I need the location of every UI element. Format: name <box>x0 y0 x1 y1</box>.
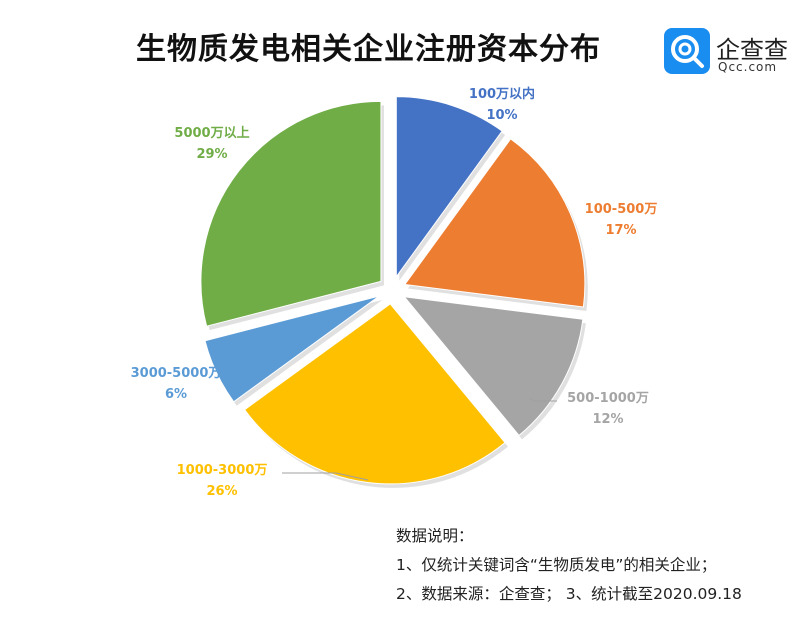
slice-label-2: 500-1000万 <box>567 391 649 406</box>
slice-value-label-3: 26% <box>206 484 237 499</box>
pie-slice-0 <box>395 96 503 279</box>
leader-line-3 <box>282 472 369 481</box>
qcc-logo: 企查查 Qcc.com <box>664 28 794 76</box>
slice-value-label-2: 12% <box>592 412 623 427</box>
slice-label-0: 100万以内 <box>469 86 535 102</box>
qcc-logo-icon <box>664 28 710 74</box>
slice-label-5: 5000万以上 <box>174 126 249 141</box>
slice-value-label-0: 10% <box>486 108 517 123</box>
slice-value-label-5: 29% <box>196 147 227 162</box>
chart-title: 生物质发电相关企业注册资本分布 <box>136 32 601 67</box>
pie-slice-1 <box>403 138 586 308</box>
slice-value-label-1: 17% <box>605 223 636 238</box>
slice-value-label-4: 6% <box>165 387 187 402</box>
slice-label-1: 100-500万 <box>585 202 658 217</box>
notes-heading: 数据说明： <box>396 527 474 545</box>
pie-slice-3 <box>243 303 506 485</box>
slice-label-3: 1000-3000万 <box>177 463 268 478</box>
data-notes: 数据说明： 1、仅统计关键词含“生物质发电”的相关企业； 2、数据来源：企查查；… <box>396 522 742 609</box>
slice-label-4: 3000-5000万 <box>131 366 222 381</box>
logo-domain: Qcc.com <box>718 60 778 74</box>
leader-line-2 <box>529 397 557 402</box>
notes-line-2: 2、数据来源：企查查； 3、统计截至2020.09.18 <box>396 585 742 603</box>
pie-slice-4 <box>204 295 380 403</box>
logo-name: 企查查 <box>716 36 788 64</box>
pie-slice-5 <box>200 100 382 327</box>
notes-line-1: 1、仅统计关键词含“生物质发电”的相关企业； <box>396 556 717 574</box>
